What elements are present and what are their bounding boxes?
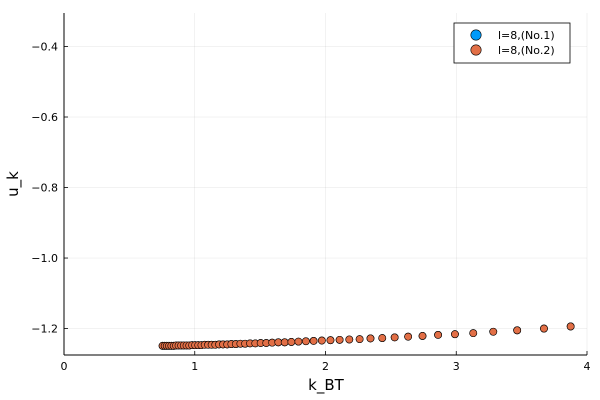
series-2-point-36 [301,337,310,346]
x-tick-label-4: 4 [584,360,591,373]
series-2-point-41 [345,335,354,344]
series-2-point-42 [355,335,364,344]
series-2-point-47 [418,332,427,340]
series-2-point-33 [280,338,289,347]
series-2-point-50 [469,329,478,338]
y-axis-label: u_k [4,171,23,197]
series-2-point-40 [335,335,344,344]
x-axis-label: k_BT [308,376,344,395]
legend: l=8,(No.1) l=8,(No.2) [453,22,571,64]
series-2-point-44 [378,334,387,342]
series-2-point-45 [390,333,399,342]
series-2-point-37 [309,336,318,345]
series-2-point-46 [404,332,413,341]
y-tick-label-1: −1.0 [31,252,58,265]
x-tick-label-0: 0 [61,360,68,373]
series-2-point-54 [566,322,575,331]
y-tick-label-2: −0.8 [31,182,58,195]
y-tick-label-4: −0.4 [31,40,58,53]
legend-marker-series-1 [470,29,482,41]
series-2-point-53 [540,324,548,333]
series-2-point-34 [287,338,296,346]
series-2-point-43 [366,334,375,343]
x-tick-label-2: 2 [322,360,329,373]
legend-marker-series-2 [470,44,482,56]
series-2-point-35 [294,337,303,346]
series-2-point-38 [317,336,326,345]
y-tick-label-0: −1.2 [31,323,58,336]
x-axis-ticks: 0 1 2 3 4 [61,351,591,373]
data-points [158,322,575,350]
legend-box [453,22,571,64]
series-2-point-48 [434,331,442,339]
legend-label-series-1: l=8,(No.1) [498,29,555,42]
series-2-point-51 [489,327,498,336]
x-tick-label-3: 3 [453,360,460,373]
y-tick-label-3: −0.6 [31,111,58,124]
series-2-point-49 [451,330,459,339]
series-2-point-52 [513,326,522,335]
x-tick-label-1: 1 [191,360,198,373]
y-axis-ticks: −1.2 −1.0 −0.8 −0.6 −0.4 [31,40,68,336]
series-2-point-39 [326,336,335,345]
legend-label-series-2: l=8,(No.2) [498,44,555,57]
